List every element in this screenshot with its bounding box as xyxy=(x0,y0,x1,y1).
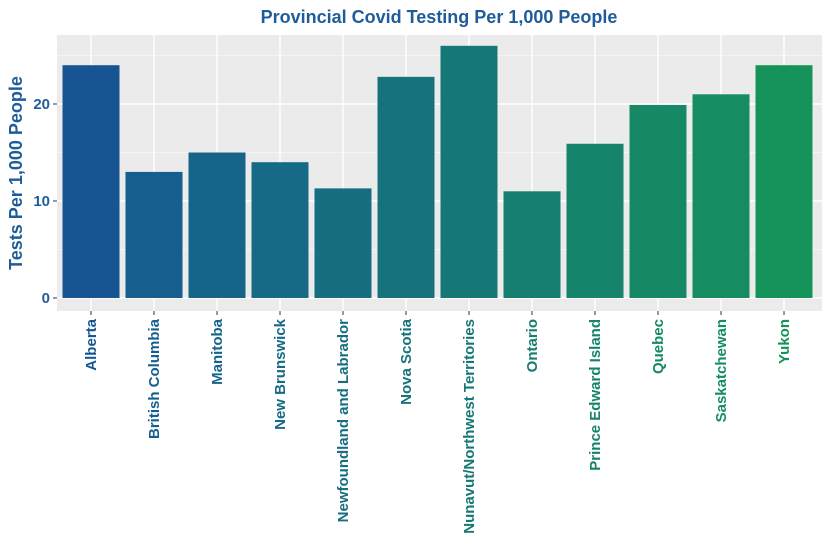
bar-saskatchewan xyxy=(692,94,750,298)
x-tick-label: Nunavut/Northwest Territories xyxy=(461,319,478,534)
y-axis-ticks: 0 10 20 xyxy=(33,96,57,307)
bar-nova-scotia xyxy=(377,76,435,298)
x-tick-label: New Brunswick xyxy=(272,318,289,430)
y-axis-label: Tests Per 1,000 People xyxy=(6,76,26,270)
x-tick-label: Nova Scotia xyxy=(398,318,415,405)
x-tick-label: Saskatchewan xyxy=(713,319,730,422)
chart-title: Provincial Covid Testing Per 1,000 Peopl… xyxy=(261,7,618,27)
bar-yukon xyxy=(755,65,813,298)
x-tick-label: Newfoundland and Labrador xyxy=(335,319,352,522)
x-tick-label: Alberta xyxy=(83,318,100,370)
x-tick-label: Manitoba xyxy=(209,318,226,384)
bar-newfoundland-and-labrador xyxy=(314,188,372,298)
bar-quebec xyxy=(629,104,687,298)
bar-prince-edward-island xyxy=(566,143,624,298)
x-tick-label: Ontario xyxy=(524,319,541,372)
y-tick-label: 20 xyxy=(33,96,50,113)
bar-british-columbia xyxy=(125,171,183,298)
x-tick-label: Prince Edward Island xyxy=(587,319,604,471)
bars xyxy=(62,45,813,298)
x-tick-label: Quebec xyxy=(650,319,667,374)
x-tick-label: Yukon xyxy=(776,319,793,364)
bar-ontario xyxy=(503,191,561,298)
x-tick-label: British Columbia xyxy=(146,318,163,439)
y-tick-label: 0 xyxy=(42,290,50,307)
x-axis-ticks: Alberta British Columbia Manitoba New Bruns… xyxy=(83,311,793,534)
bar-new-brunswick xyxy=(251,162,309,298)
bar-alberta xyxy=(62,65,120,298)
bar-nunavut-northwest-territories xyxy=(440,45,498,298)
y-tick-label: 10 xyxy=(33,193,50,210)
bar-manitoba xyxy=(188,152,246,298)
